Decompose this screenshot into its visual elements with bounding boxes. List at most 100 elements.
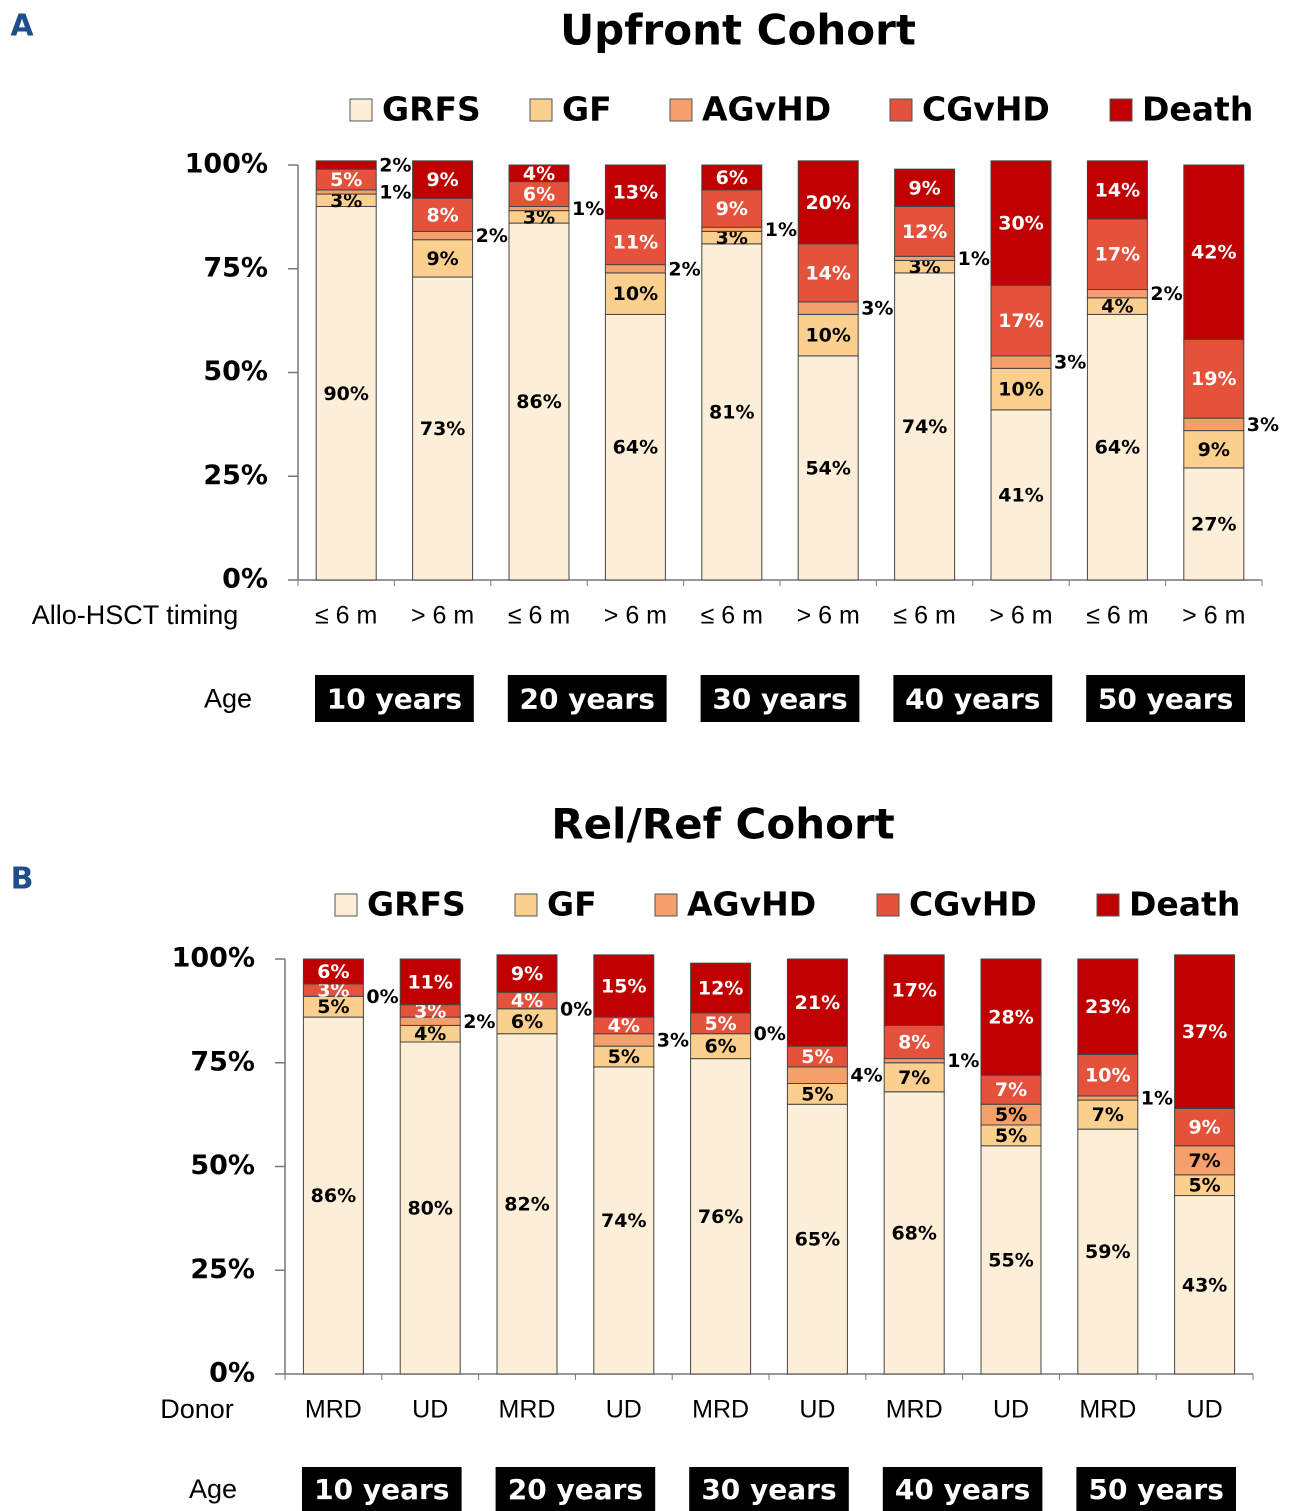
x-tick-label: > 6 m (1182, 602, 1245, 630)
value-label: 2% (379, 155, 411, 177)
value-label: 9% (1198, 439, 1230, 461)
bar-segment (883, 1091, 945, 1375)
bar-segment (496, 954, 558, 993)
bar-segment (1086, 160, 1148, 220)
bar-segment (399, 958, 461, 1006)
x-tick-label: UD (606, 1396, 642, 1424)
legend-swatch (349, 98, 373, 122)
x-tick-label: MRD (692, 1396, 749, 1424)
value-label: 68% (891, 1222, 936, 1244)
x-tick-label: MRD (499, 1396, 556, 1424)
value-label: 8% (426, 204, 458, 226)
value-label: 1% (379, 181, 411, 203)
y-tick-label: 100% (185, 149, 268, 180)
x-tick-label: > 6 m (604, 602, 667, 630)
legend-swatch (889, 98, 913, 122)
value-label: 14% (1095, 179, 1140, 201)
x-tick-label: > 6 m (989, 602, 1052, 630)
value-label: 74% (902, 416, 947, 438)
bar-segment (701, 189, 763, 228)
value-label: 6% (523, 184, 555, 206)
value-label: 0% (754, 1023, 786, 1045)
value-label: 5% (995, 1104, 1027, 1126)
value-label: 5% (1188, 1175, 1220, 1197)
y-tick-label: 50% (203, 356, 268, 387)
legend-swatch (876, 893, 900, 917)
group-label: 10 years (327, 683, 462, 716)
legend-label: AGvHD (702, 90, 831, 129)
panel-letter: A (10, 9, 34, 44)
group-box (315, 675, 474, 722)
x-tick-label: UD (799, 1396, 835, 1424)
value-label: 3% (1054, 352, 1086, 374)
value-label: 9% (1188, 1117, 1220, 1139)
group-label: 50 years (1098, 683, 1233, 716)
value-label: 5% (801, 1046, 833, 1068)
y-tick-label: 0% (209, 1358, 255, 1389)
value-label: 10% (998, 379, 1043, 401)
value-label: 3% (861, 298, 893, 320)
y-tick-label: 0% (222, 564, 268, 595)
value-label: 59% (1085, 1241, 1130, 1263)
value-label: 6% (704, 1036, 736, 1058)
bar-segment (1077, 958, 1139, 1055)
chart-title: Upfront Cohort (560, 6, 916, 55)
value-label: 80% (407, 1198, 452, 1220)
bar-segment (1174, 1107, 1236, 1147)
value-label: 43% (1182, 1274, 1227, 1296)
value-label: 2% (1150, 283, 1182, 305)
group-box (893, 675, 1053, 722)
x-tick-label: ≤ 6 m (893, 602, 955, 630)
x-tick-label: UD (412, 1396, 448, 1424)
bar-segment (797, 243, 859, 303)
bar-segment (496, 1033, 558, 1375)
legend-label: GF (547, 885, 597, 924)
group-label: 30 years (712, 683, 847, 716)
bar-segment (1183, 338, 1245, 419)
x-tick-label: MRD (1079, 1396, 1136, 1424)
value-label: 9% (426, 169, 458, 191)
value-label: 20% (805, 192, 850, 214)
value-label: 5% (330, 169, 362, 191)
value-label: 11% (613, 231, 658, 253)
bar-segment (1077, 1053, 1139, 1097)
value-label: 73% (420, 418, 465, 440)
value-label: 10% (1085, 1065, 1130, 1087)
value-label: 37% (1182, 1021, 1227, 1043)
bar-segment (412, 239, 474, 278)
legend-label: CGvHD (922, 90, 1050, 129)
bar-segment (1183, 417, 1245, 432)
value-label: 17% (891, 980, 936, 1002)
y-tick-label: 25% (203, 460, 268, 491)
x-tick-label: MRD (305, 1396, 362, 1424)
value-label: 5% (608, 1046, 640, 1068)
x-tick-label: ≤ 6 m (1086, 602, 1148, 630)
value-label: 7% (1092, 1104, 1124, 1126)
value-label: 9% (716, 198, 748, 220)
bar-segment (701, 243, 763, 581)
value-label: 7% (995, 1079, 1027, 1101)
group-box (495, 1467, 656, 1511)
x-tick-label: MRD (886, 1396, 943, 1424)
bar-segment (701, 226, 763, 232)
x-tick-label: ≤ 6 m (701, 602, 763, 630)
bar-segment (1174, 954, 1236, 1109)
bar-segment (786, 1103, 848, 1375)
bar-segment (1077, 1128, 1139, 1375)
chart-title: Rel/Ref Cohort (551, 800, 895, 849)
bar-segment (990, 355, 1052, 369)
value-label: 5% (801, 1083, 833, 1105)
value-label: 2% (668, 258, 700, 280)
x-axis-label: Allo-HSCT timing (32, 600, 239, 630)
value-label: 0% (366, 986, 398, 1008)
bar-segment (412, 197, 474, 232)
legend-swatch (1096, 893, 1120, 917)
value-label: 10% (613, 283, 658, 305)
legend-label: AGvHD (687, 885, 816, 924)
value-label: 21% (795, 992, 840, 1014)
value-label: 9% (908, 177, 940, 199)
value-label: 6% (317, 961, 349, 983)
bar-segment (690, 1033, 752, 1060)
